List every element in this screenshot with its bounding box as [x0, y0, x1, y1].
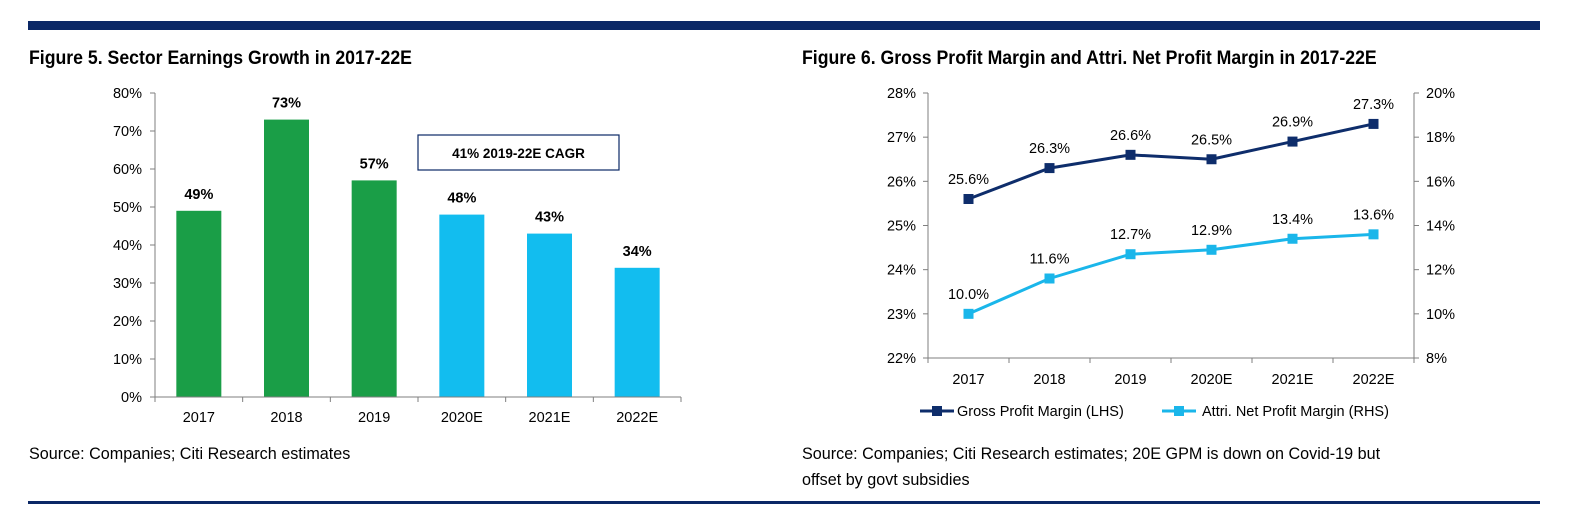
figure5-bar-chart: 0% 10% 20% 30% 40% 50% 60% 70% 80% 49% 73% 57% 48% 43…	[113, 86, 682, 426]
fig6-legend-label-1: Gross Profit Margin (LHS)	[957, 404, 1124, 420]
fig5-data-label: 43%	[535, 210, 564, 226]
fig6-right-tick-label: 14%	[1426, 219, 1455, 235]
fig5-data-label: 49%	[184, 187, 213, 203]
fig5-x-tick-label: 2018	[270, 410, 302, 426]
fig6-x-tick-label: 2019	[1114, 372, 1146, 388]
top-rule	[28, 21, 1540, 30]
fig6-legend-swatch-marker-1	[932, 406, 942, 416]
fig5-y-tick-label: 10%	[113, 352, 142, 368]
fig6-right-tick-label: 12%	[1426, 263, 1455, 279]
fig5-y-tick-label: 80%	[113, 86, 142, 102]
fig6-series-data-label-1: 27.3%	[1353, 97, 1394, 113]
fig6-series-data-label-1: 25.6%	[948, 172, 989, 188]
fig5-x-tick-label: 2019	[358, 410, 390, 426]
fig6-left-tick-label: 28%	[887, 86, 916, 102]
fig6-series-marker-2	[1044, 273, 1055, 284]
fig6-x-tick-label: 2020E	[1191, 372, 1233, 388]
fig6-series-marker-2	[1368, 229, 1379, 240]
fig6-x-tick-label: 2017	[952, 372, 984, 388]
fig5-bar	[439, 214, 485, 397]
fig6-right-tick-label: 20%	[1426, 86, 1455, 102]
fig6-series-marker-1	[963, 194, 974, 204]
figure6-source-line2: offset by govt subsidies	[802, 470, 970, 489]
fig6-series-data-label-1: 26.9%	[1272, 115, 1313, 131]
fig6-right-tick-label: 10%	[1426, 307, 1455, 323]
fig6-series-marker-1	[1206, 154, 1217, 165]
fig6-series-data-label-2: 12.9%	[1191, 223, 1232, 239]
fig5-x-tick-label: 2022E	[616, 410, 658, 426]
fig5-y-tick-label: 30%	[113, 276, 142, 292]
fig6-left-tick-label: 27%	[887, 130, 916, 146]
fig5-y-tick-label: 0%	[121, 390, 142, 406]
fig6-series-marker-1	[1125, 149, 1136, 160]
fig6-left-tick-label: 24%	[887, 263, 916, 279]
fig5-data-label: 57%	[360, 156, 389, 172]
fig5-data-label: 73%	[272, 96, 301, 112]
fig6-series-marker-2	[1206, 244, 1217, 255]
fig5-x-tick-label: 2021E	[529, 410, 571, 426]
fig5-bar	[264, 119, 309, 397]
fig6-x-tick-label: 2022E	[1353, 372, 1395, 388]
figure6-source-line1: Source: Companies; Citi Research estimat…	[802, 444, 1381, 463]
fig6-x-tick-label: 2018	[1033, 372, 1065, 388]
fig6-legend-swatch-marker-2	[1174, 406, 1184, 416]
fig6-right-tick-label: 8%	[1426, 351, 1447, 367]
fig6-series-marker-1	[1044, 163, 1055, 174]
fig6-left-tick-label: 25%	[887, 219, 916, 235]
fig5-y-tick-label: 50%	[113, 200, 142, 216]
fig6-series-data-label-2: 12.7%	[1110, 227, 1151, 243]
fig5-x-tick-label: 2017	[183, 410, 215, 426]
fig5-y-tick-label: 60%	[113, 162, 142, 178]
fig6-series-marker-2	[1287, 233, 1298, 244]
fig6-left-tick-label: 22%	[887, 351, 916, 367]
bottom-rule	[28, 501, 1540, 504]
fig5-data-label: 48%	[447, 191, 476, 207]
fig5-bar	[527, 233, 572, 397]
fig6-series-data-label-1: 26.3%	[1029, 141, 1070, 157]
fig5-y-tick-label: 20%	[113, 314, 142, 330]
fig6-left-tick-label: 26%	[887, 174, 916, 190]
figure5-source: Source: Companies; Citi Research estimat…	[29, 444, 351, 463]
fig6-series-data-label-2: 13.6%	[1353, 207, 1394, 223]
fig6-right-tick-label: 16%	[1426, 174, 1455, 190]
fig5-data-label: 34%	[623, 244, 652, 260]
fig6-legend-label-2: Attri. Net Profit Margin (RHS)	[1202, 404, 1389, 420]
fig6-series-marker-2	[963, 308, 974, 319]
figure6-line-chart: 22% 23% 24% 25% 26% 27% 28% 8% 10% 12% 14% 16% 18% 20…	[887, 86, 1455, 420]
figure6-title: Figure 6. Gross Profit Margin and Attri.…	[802, 48, 1377, 69]
fig5-bar	[176, 210, 222, 397]
fig5-bar	[614, 267, 660, 397]
fig6-series-line-1	[967, 122, 1374, 201]
fig5-annotation-text: 41% 2019-22E CAGR	[452, 146, 585, 161]
fig5-annotation-box	[417, 134, 620, 171]
figure5-title: Figure 5. Sector Earnings Growth in 2017…	[29, 48, 412, 69]
fig6-left-tick-label: 23%	[887, 307, 916, 323]
fig6-series-data-label-2: 10.0%	[948, 287, 989, 303]
fig6-x-tick-label: 2021E	[1272, 372, 1314, 388]
fig5-bar	[351, 180, 397, 397]
fig6-series-data-label-1: 26.5%	[1191, 132, 1232, 148]
fig5-y-tick-label: 70%	[113, 124, 142, 140]
fig6-right-tick-label: 18%	[1426, 130, 1455, 146]
fig6-series-marker-1	[1368, 118, 1379, 129]
fig6-series-marker-2	[1125, 249, 1136, 260]
fig6-series-line-2	[967, 232, 1374, 316]
fig6-series-data-label-2: 11.6%	[1029, 252, 1069, 268]
fig6-series-data-label-1: 26.6%	[1110, 128, 1151, 144]
fig6-series-data-label-2: 13.4%	[1272, 212, 1313, 228]
fig6-series-marker-1	[1287, 136, 1298, 147]
fig5-y-tick-label: 40%	[113, 238, 142, 254]
fig5-x-tick-label: 2020E	[441, 410, 483, 426]
figure6-source: Source: Companies; Citi Research estimat…	[802, 441, 1380, 493]
